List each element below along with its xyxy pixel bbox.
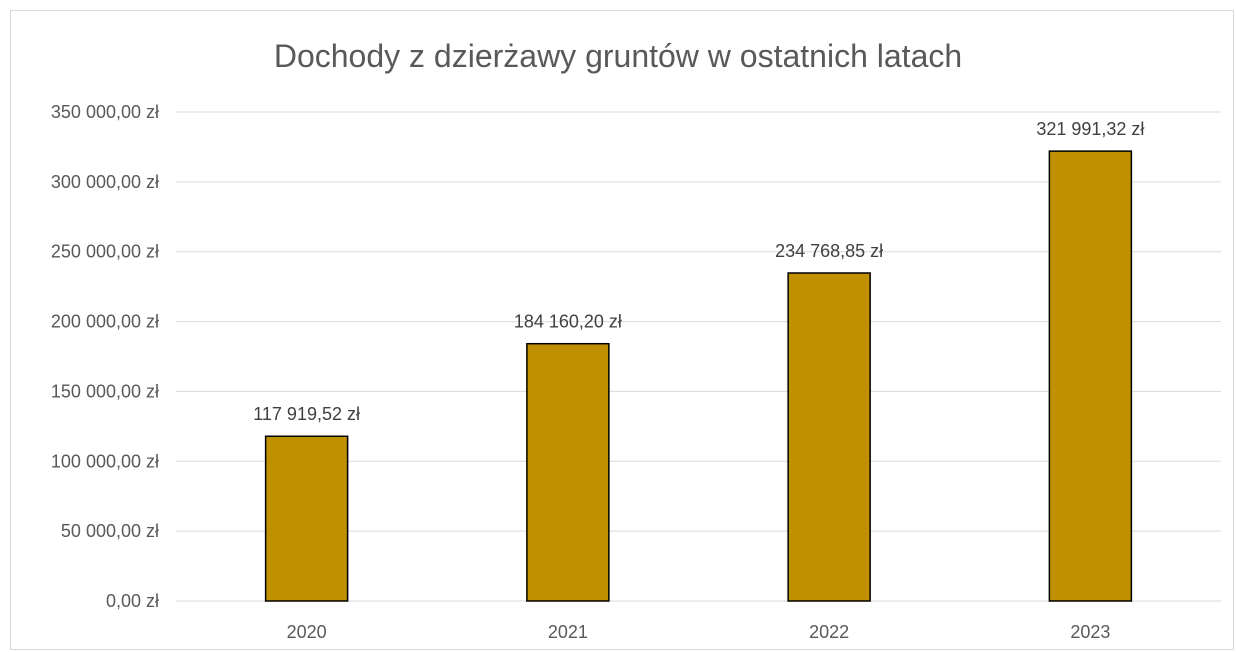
x-tick-label: 2021	[548, 622, 588, 642]
y-tick-label: 350 000,00 zł	[51, 102, 159, 122]
y-tick-label: 0,00 zł	[106, 591, 159, 611]
data-label: 184 160,20 zł	[514, 312, 622, 332]
y-tick-label: 50 000,00 zł	[61, 521, 159, 541]
x-tick-label: 2022	[809, 622, 849, 642]
bar	[787, 272, 871, 602]
y-tick-label: 200 000,00 zł	[51, 312, 159, 332]
x-tick-label: 2020	[287, 622, 327, 642]
data-label: 117 919,52 zł	[253, 404, 360, 424]
y-tick-label: 300 000,00 zł	[51, 172, 159, 192]
bar	[526, 342, 610, 602]
y-tick-label: 150 000,00 zł	[51, 381, 159, 401]
y-tick-label: 100 000,00 zł	[51, 451, 159, 471]
data-label: 234 768,85 zł	[775, 241, 883, 261]
chart-frame	[10, 10, 1234, 650]
x-tick-label: 2023	[1070, 622, 1110, 642]
y-tick-label: 250 000,00 zł	[51, 242, 159, 262]
chart-title: Dochody z dzierżawy gruntów w ostatnich …	[273, 38, 963, 74]
bar	[1048, 150, 1133, 602]
bar	[264, 435, 349, 602]
data-label: 321 991,32 zł	[1036, 119, 1144, 139]
